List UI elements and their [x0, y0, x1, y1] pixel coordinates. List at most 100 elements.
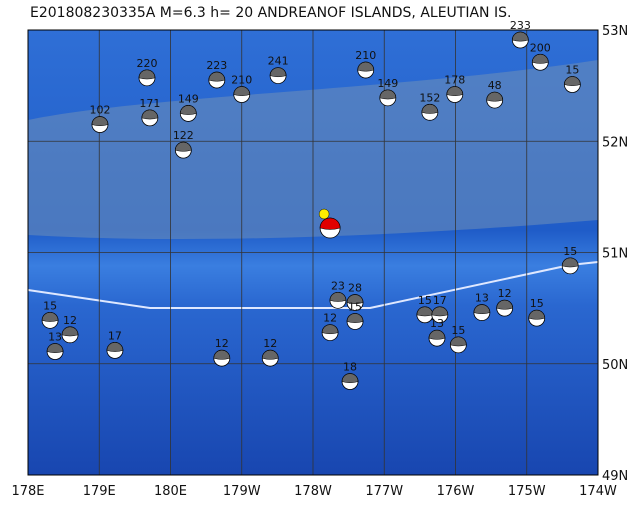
- beachball-quadrant: [431, 306, 449, 317]
- beachball-quadrant: [346, 313, 364, 323]
- beachball: [341, 373, 359, 390]
- beachball-quadrant: [379, 89, 397, 100]
- beachball-quadrant: [46, 343, 64, 353]
- beachball: [233, 86, 251, 103]
- beachball-quadrant: [213, 350, 231, 360]
- depth-label: 102: [89, 104, 110, 117]
- beachball: [91, 116, 109, 133]
- beachball: [346, 294, 364, 311]
- events: [41, 31, 581, 390]
- beachball: [179, 105, 197, 122]
- depth-label: 12: [263, 337, 277, 350]
- depth-label: 13: [48, 331, 62, 344]
- depth-label: 15: [563, 245, 577, 258]
- beachball: [496, 299, 514, 317]
- depth-label: 48: [488, 79, 502, 92]
- beachball: [213, 349, 231, 367]
- depth-label: 12: [498, 287, 512, 300]
- beachball-quadrant: [329, 292, 347, 302]
- beachball-quadrant: [61, 326, 79, 337]
- beachball: [208, 71, 226, 89]
- depth-label: 15: [565, 64, 579, 77]
- beachball: [106, 341, 124, 359]
- beachball: [261, 349, 279, 367]
- beachball: [329, 291, 347, 309]
- depth-label: 241: [268, 55, 289, 68]
- beachball-quadrant: [561, 257, 579, 268]
- beachball-quadrant: [141, 109, 159, 120]
- lon-label: 176W: [437, 484, 475, 499]
- beachball-quadrant: [261, 350, 279, 360]
- lon-label: 180E: [154, 484, 187, 499]
- depth-label: 18: [343, 361, 357, 374]
- main-event: [319, 217, 341, 239]
- depth-label: 223: [206, 59, 227, 72]
- beachball: [269, 67, 287, 85]
- depth-label: 15: [43, 299, 57, 312]
- depth-label: 13: [430, 317, 444, 330]
- beachball-quadrant: [446, 86, 464, 96]
- beachball-quadrant: [528, 309, 545, 320]
- depth-label: 122: [173, 129, 194, 142]
- depth-label: 17: [433, 294, 447, 307]
- beachball: [379, 89, 397, 107]
- beachball: [357, 61, 375, 79]
- depth-label: 149: [178, 92, 199, 105]
- beachball: [421, 103, 439, 121]
- depth-label: 220: [136, 57, 157, 70]
- beachball: [486, 91, 504, 109]
- beachball: [561, 257, 579, 275]
- beachball-quadrant: [428, 329, 446, 340]
- beachball: [61, 326, 79, 344]
- beachball: [473, 304, 491, 321]
- lat-label: 50N: [602, 358, 628, 373]
- lat-label: 49N: [602, 469, 628, 484]
- trench-line: [27, 261, 599, 309]
- beachball: [531, 53, 549, 71]
- lon-label: 178W: [294, 484, 332, 499]
- lon-label: 179E: [83, 484, 116, 499]
- depth-label: 12: [323, 312, 337, 325]
- depth-label: 12: [215, 337, 229, 350]
- beachball: [321, 324, 339, 342]
- beachball-quadrant: [233, 86, 251, 96]
- depth-label: 210: [231, 74, 252, 87]
- depth-label: 152: [419, 91, 440, 104]
- depth-label: 171: [139, 97, 160, 110]
- beachball-quadrant: [564, 76, 581, 86]
- beachball-quadrant: [512, 31, 529, 42]
- beachball-quadrant: [321, 324, 339, 335]
- depth-label: 15: [451, 324, 465, 337]
- beachball: [511, 31, 529, 49]
- lon-label: 177W: [365, 484, 403, 499]
- beachball-quadrant: [532, 54, 549, 64]
- beachball-quadrant: [473, 304, 491, 315]
- lat-label: 52N: [602, 135, 628, 150]
- beachball-quadrant: [91, 116, 109, 127]
- beachball-quadrant: [319, 217, 341, 230]
- beachball-quadrant: [138, 69, 156, 80]
- depth-label: 178: [444, 74, 465, 87]
- beachball: [528, 309, 546, 327]
- lon-label: 174W: [579, 484, 617, 499]
- main-event-marker: [318, 208, 330, 220]
- lon-label: 178E: [11, 484, 44, 499]
- frame: [27, 29, 599, 476]
- beachball: [174, 141, 192, 159]
- depth-label: 15: [348, 300, 362, 313]
- beachball: [563, 76, 581, 93]
- beachball: [346, 313, 364, 330]
- depth-label: 12: [63, 314, 77, 327]
- beachball-quadrant: [486, 91, 503, 102]
- beachball: [449, 336, 467, 354]
- beachball-quadrant: [41, 312, 59, 322]
- beachball: [46, 343, 64, 360]
- beachball: [41, 311, 59, 329]
- map-title: E201808230335A M=6.3 h= 20 ANDREANOF ISL…: [30, 5, 511, 21]
- beachball-quadrant: [421, 104, 439, 114]
- beachball-quadrant: [269, 67, 287, 78]
- beachball-quadrant: [496, 300, 513, 310]
- lon-label: 175W: [508, 484, 546, 499]
- lat-label: 51N: [602, 247, 628, 262]
- beachball: [446, 86, 464, 103]
